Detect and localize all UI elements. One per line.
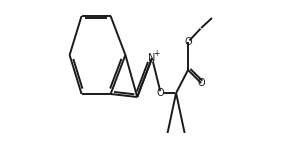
Text: O: O (184, 37, 192, 47)
Text: N: N (148, 53, 156, 63)
Text: O: O (157, 88, 165, 98)
Text: +: + (153, 49, 160, 58)
Text: O: O (197, 78, 205, 88)
